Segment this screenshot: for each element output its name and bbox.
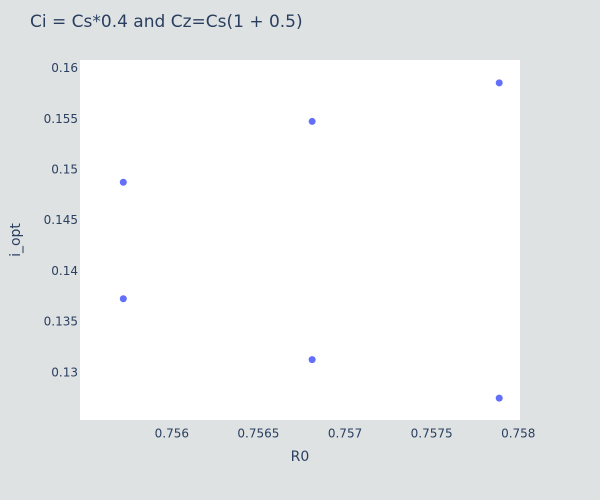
x-axis-ticks: 0.756 0.7565 0.757 0.7575 0.758 — [155, 427, 536, 441]
y-axis-ticks: 0.13 0.135 0.14 0.145 0.15 0.155 0.16 — [44, 61, 78, 379]
scatter-point — [119, 295, 127, 303]
y-tick-label: 0.145 — [44, 213, 78, 227]
scatter-point — [495, 394, 503, 402]
x-tick-label: 0.7565 — [237, 427, 279, 441]
x-tick-label: 0.758 — [501, 427, 535, 441]
y-tick-label: 0.16 — [51, 61, 78, 75]
y-tick-label: 0.155 — [44, 112, 78, 126]
scatter-point — [308, 117, 316, 125]
y-tick-label: 0.14 — [51, 264, 78, 278]
scatter-point — [119, 178, 127, 186]
y-tick-label: 0.15 — [51, 163, 78, 177]
y-axis-title: i_opt — [8, 223, 24, 257]
x-tick-label: 0.757 — [328, 427, 362, 441]
x-axis-title: R0 — [291, 449, 310, 465]
y-tick-label: 0.13 — [51, 365, 78, 379]
scatter-point — [308, 356, 316, 364]
plot-area — [80, 60, 520, 420]
scatter-points — [119, 79, 503, 402]
y-tick-label: 0.135 — [44, 315, 78, 329]
scatter-point — [495, 79, 503, 87]
x-tick-label: 0.756 — [155, 427, 189, 441]
chart-title: Ci = Cs*0.4 and Cz=Cs(1 + 0.5) — [30, 12, 303, 32]
x-tick-label: 0.7575 — [411, 427, 453, 441]
